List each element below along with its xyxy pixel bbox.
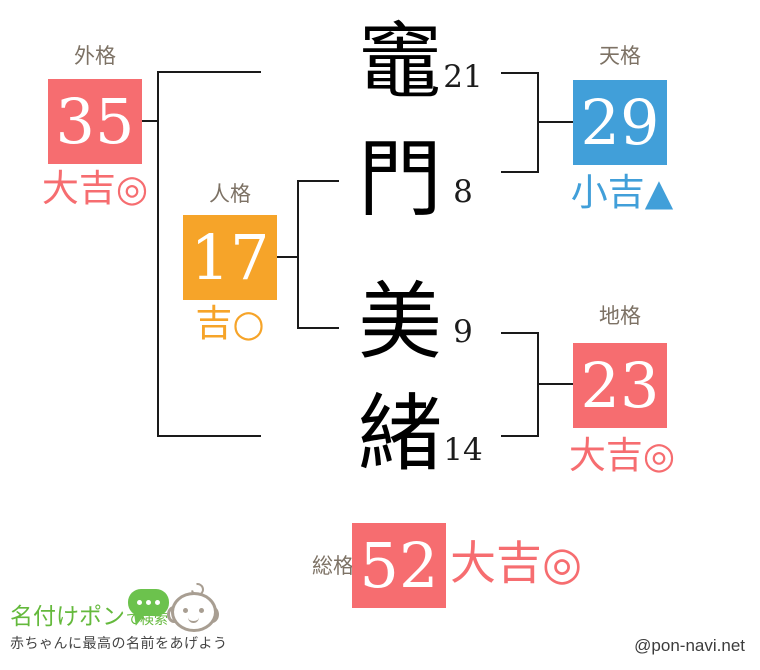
tenkaku-result: 小吉▲	[570, 171, 674, 214]
name-char-3: 美	[357, 273, 442, 371]
name-char-4: 緒	[357, 385, 442, 483]
gaikaku-bracket-bottom-line	[157, 435, 261, 437]
gaikaku-value: 35	[55, 84, 135, 158]
chikaku-connector-line	[539, 383, 573, 385]
tenkaku-value: 29	[580, 85, 660, 159]
chikaku-score-box: 23	[573, 343, 667, 428]
baby-face-icon	[167, 580, 219, 632]
jinkaku-score-box: 17	[183, 215, 277, 300]
chikaku-label: 地格	[599, 305, 641, 328]
name-char-1: 竈	[357, 13, 442, 111]
baby-mouth	[188, 615, 199, 623]
gaikaku-score-box: 35	[48, 79, 142, 164]
jinkaku-result: 吉○	[195, 302, 265, 345]
name-char-2: 門	[357, 130, 442, 228]
tenkaku-bracket-vertical-line	[537, 72, 539, 173]
chikaku-result: 大吉◎	[568, 434, 676, 477]
speech-bubble-icon	[128, 589, 169, 616]
stroke-count-1: 21	[443, 59, 483, 95]
soukaku-label: 総格	[312, 555, 354, 578]
jinkaku-bracket-top-line	[297, 180, 339, 182]
baby-eye-left	[183, 608, 188, 613]
jinkaku-label: 人格	[209, 183, 251, 206]
gaikaku-bracket-top-line	[157, 71, 261, 73]
tenkaku-label: 天格	[599, 45, 641, 68]
jinkaku-bracket-bottom-line	[297, 327, 339, 329]
jinkaku-connector-line	[277, 256, 298, 258]
gaikaku-bracket-vertical-line	[157, 71, 159, 437]
soukaku-value: 52	[359, 528, 439, 602]
tenkaku-bracket-bottom-line	[501, 171, 539, 173]
tagline: 赤ちゃんに最高の名前をあげよう	[10, 635, 228, 651]
tenkaku-score-box: 29	[573, 80, 667, 165]
chikaku-bracket-top-line	[501, 332, 539, 334]
tenkaku-connector-line	[539, 121, 573, 123]
speech-bubble-dots	[128, 589, 169, 616]
jinkaku-bracket-vertical-line	[297, 180, 299, 329]
jinkaku-value: 17	[190, 220, 270, 294]
site-credit: @pon-navi.net	[634, 636, 745, 655]
chikaku-bracket-bottom-line	[501, 435, 539, 437]
tenkaku-bracket-top-line	[501, 72, 539, 74]
logo-text: 名付けポン	[10, 603, 125, 629]
gaikaku-result: 大吉◎	[41, 167, 149, 210]
baby-eye-right	[199, 608, 204, 613]
soukaku-score-box: 52	[352, 523, 446, 608]
baby-head	[171, 592, 217, 632]
stroke-count-4: 14	[443, 432, 483, 468]
gaikaku-label: 外格	[74, 45, 116, 68]
stroke-count-2: 8	[453, 174, 473, 210]
gaikaku-connector-line	[142, 120, 158, 122]
soukaku-result: 大吉◎	[450, 536, 583, 590]
chikaku-value: 23	[580, 348, 660, 422]
stroke-count-3: 9	[453, 314, 473, 350]
chikaku-bracket-vertical-line	[537, 332, 539, 437]
